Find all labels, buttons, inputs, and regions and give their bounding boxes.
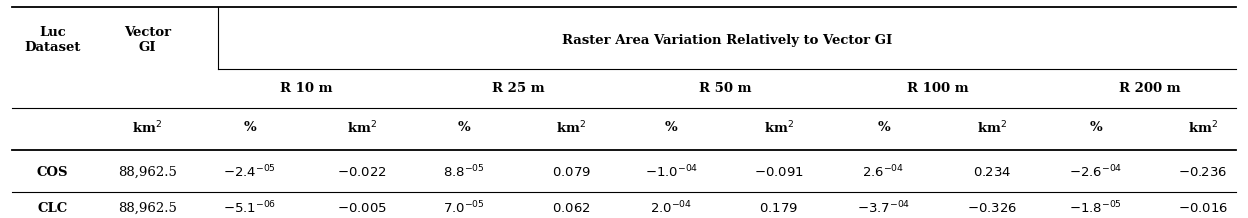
Text: $0.234$: $0.234$: [973, 166, 1011, 179]
Text: km$^2$: km$^2$: [132, 119, 162, 136]
Text: %: %: [458, 121, 470, 134]
Text: $-5.1^{-06}$: $-5.1^{-06}$: [223, 200, 276, 216]
Text: $0.179$: $0.179$: [759, 202, 799, 215]
Text: $8.8^{-05}$: $8.8^{-05}$: [443, 164, 485, 181]
Text: km$^2$: km$^2$: [347, 119, 377, 136]
Text: %: %: [1090, 121, 1102, 134]
Text: $-0.091$: $-0.091$: [754, 166, 804, 179]
Text: $0.062$: $0.062$: [553, 202, 590, 215]
Text: $0.079$: $0.079$: [552, 166, 592, 179]
Text: $2.6^{-04}$: $2.6^{-04}$: [862, 164, 905, 181]
Text: $-2.6^{-04}$: $-2.6^{-04}$: [1070, 164, 1122, 181]
Text: Raster Area Variation Relatively to Vector GI: Raster Area Variation Relatively to Vect…: [562, 34, 892, 47]
Text: km$^2$: km$^2$: [764, 119, 794, 136]
Text: $-0.022$: $-0.022$: [337, 166, 387, 179]
Text: $2.0^{-04}$: $2.0^{-04}$: [650, 200, 693, 216]
Text: $-0.236$: $-0.236$: [1178, 166, 1228, 179]
Text: km$^2$: km$^2$: [1188, 119, 1218, 136]
Text: R 200 m: R 200 m: [1118, 82, 1181, 95]
Text: km$^2$: km$^2$: [557, 119, 587, 136]
Text: COS: COS: [36, 166, 69, 179]
Text: %: %: [665, 121, 678, 134]
Text: $-0.005$: $-0.005$: [337, 202, 387, 215]
Text: R 10 m: R 10 m: [280, 82, 332, 95]
Text: $7.0^{-05}$: $7.0^{-05}$: [443, 200, 485, 216]
Text: $-3.7^{-04}$: $-3.7^{-04}$: [857, 200, 910, 216]
Text: Luc
Dataset: Luc Dataset: [24, 26, 81, 54]
Text: %: %: [243, 121, 256, 134]
Text: $-1.0^{-04}$: $-1.0^{-04}$: [645, 164, 698, 181]
Text: R 100 m: R 100 m: [907, 82, 968, 95]
Text: %: %: [877, 121, 890, 134]
Text: R 50 m: R 50 m: [699, 82, 751, 95]
Text: 88,962.5: 88,962.5: [117, 202, 177, 215]
Text: 88,962.5: 88,962.5: [117, 166, 177, 179]
Text: $-2.4^{-05}$: $-2.4^{-05}$: [223, 164, 276, 181]
Text: R 25 m: R 25 m: [492, 82, 544, 95]
Text: km$^2$: km$^2$: [977, 119, 1007, 136]
Text: $-0.326$: $-0.326$: [967, 202, 1017, 215]
Text: CLC: CLC: [37, 202, 67, 215]
Text: $-1.8^{-05}$: $-1.8^{-05}$: [1070, 200, 1122, 216]
Text: Vector
GI: Vector GI: [124, 26, 171, 54]
Text: $-0.016$: $-0.016$: [1178, 202, 1228, 215]
